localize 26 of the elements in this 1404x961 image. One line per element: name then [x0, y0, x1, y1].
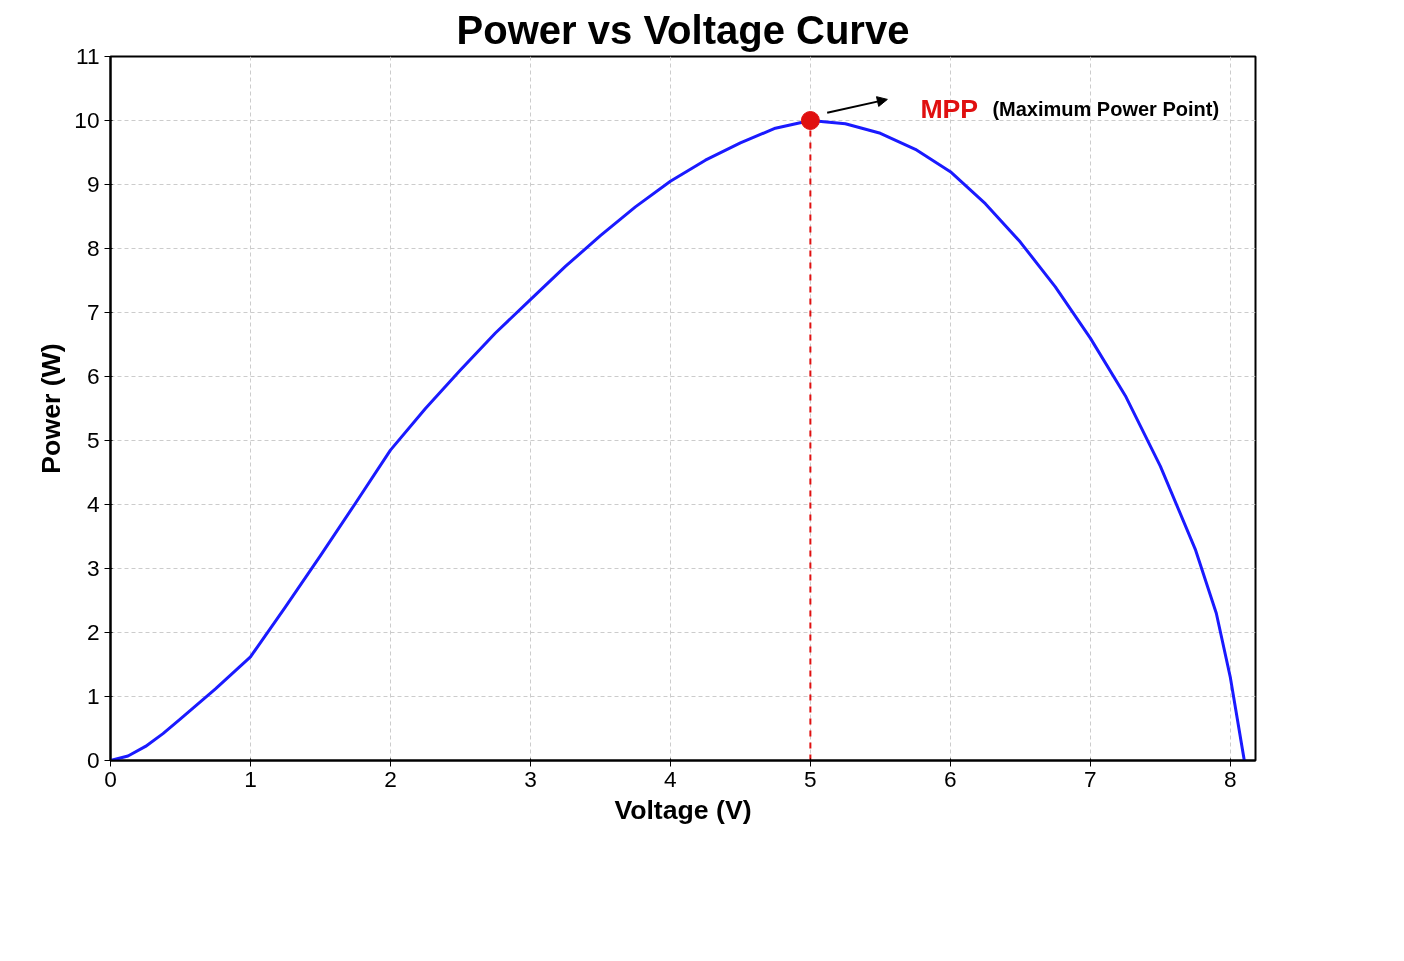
annotation: (Maximum Power Point): [992, 97, 1220, 120]
y-tick-label: 7: [86, 299, 100, 325]
y-tick-label: 1: [86, 683, 100, 709]
x-tick-label: 2: [384, 765, 397, 792]
y-tick-label: 3: [86, 555, 100, 581]
x-tick-label: 0: [104, 765, 117, 792]
y-tick-label: 2: [86, 619, 100, 645]
y-tick-label: 0: [86, 747, 100, 773]
x-tick-label: 8: [1224, 765, 1237, 792]
y-tick-label: 4: [86, 491, 100, 517]
y-tick-label: 6: [86, 363, 100, 389]
y-tick-label: 5: [86, 427, 100, 453]
x-axis-title: Voltage (V): [614, 794, 752, 825]
y-axis-title: Power (W): [36, 343, 67, 474]
chart-title: Power vs Voltage Curve: [456, 7, 910, 52]
y-tick-label: 9: [86, 171, 100, 197]
x-tick-label: 1: [244, 765, 257, 792]
x-tick-label: 3: [524, 765, 537, 792]
y-tick-label: 10: [74, 107, 100, 133]
y-tick-label: 11: [75, 43, 100, 69]
annotation: MPP: [920, 93, 979, 124]
x-tick-label: 5: [804, 765, 817, 792]
y-tick-label: 8: [86, 235, 100, 261]
x-tick-label: 6: [944, 765, 957, 792]
x-tick-label: 7: [1084, 765, 1097, 792]
x-tick-label: 4: [664, 765, 677, 792]
